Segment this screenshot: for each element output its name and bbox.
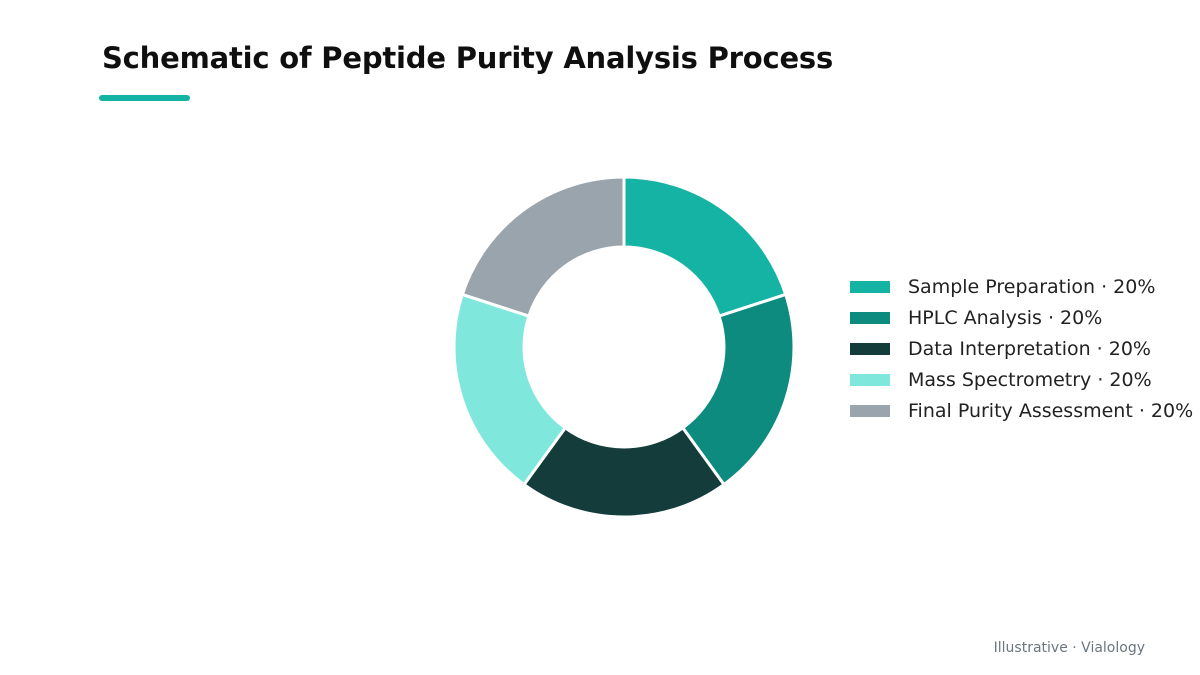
donut-slice-sample-preparation xyxy=(622,175,788,318)
legend-label: Sample Preparation · 20% xyxy=(908,275,1156,298)
legend-swatch xyxy=(850,311,890,324)
legend-swatch xyxy=(850,342,890,355)
chart-title: Schematic of Peptide Purity Analysis Pro… xyxy=(102,41,834,75)
legend-label: Data Interpretation · 20% xyxy=(908,337,1151,360)
legend-swatch xyxy=(850,280,890,293)
footer-credit: Illustrative · Vialology xyxy=(993,640,1145,656)
legend-label: Final Purity Assessment · 20% xyxy=(908,399,1194,422)
legend-item-final-purity-assessment: Final Purity Assessment · 20% xyxy=(850,395,1193,426)
legend-item-hplc-analysis: HPLC Analysis · 20% xyxy=(850,302,1193,333)
legend-label: HPLC Analysis · 20% xyxy=(908,306,1103,329)
legend-item-sample-preparation: Sample Preparation · 20% xyxy=(850,271,1193,302)
legend-label: Mass Spectrometry · 20% xyxy=(908,368,1152,391)
legend-item-data-interpretation: Data Interpretation · 20% xyxy=(850,333,1193,364)
legend-swatch xyxy=(850,404,890,417)
legend-item-mass-spectrometry: Mass Spectrometry · 20% xyxy=(850,364,1193,395)
legend-swatch xyxy=(850,373,890,386)
chart-legend: Sample Preparation · 20% HPLC Analysis · … xyxy=(850,271,1193,426)
title-accent-bar xyxy=(99,95,190,101)
donut-slice-final-purity-assessment xyxy=(460,175,626,318)
